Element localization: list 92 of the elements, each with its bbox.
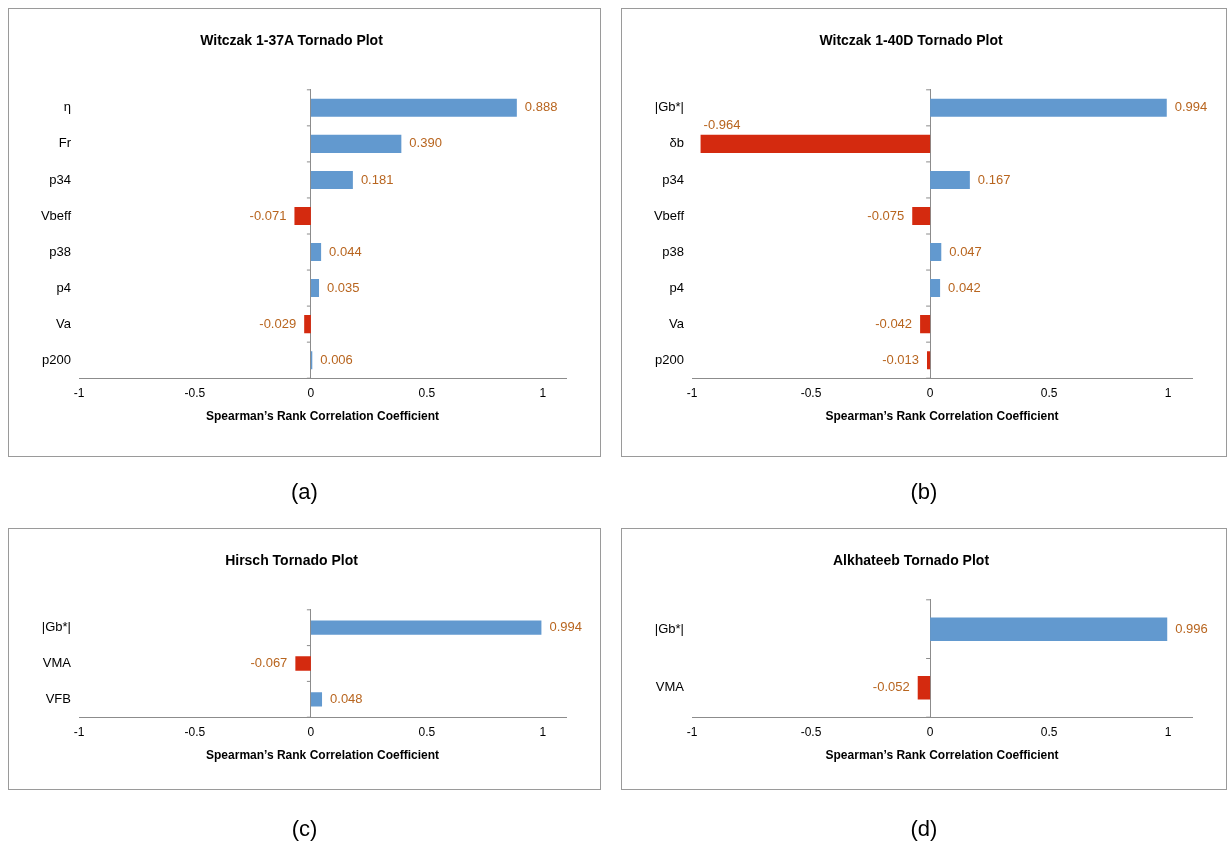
data-label: 0.167	[977, 171, 1011, 187]
y-tick-label: p4	[56, 279, 71, 295]
x-tick-label: -1	[73, 724, 85, 739]
chart-title: Witczak 1-40D Tornado Plot	[819, 32, 1003, 49]
x-tick-label: 1	[539, 385, 547, 400]
x-tick-label: -1	[686, 724, 698, 739]
bar	[930, 98, 1167, 117]
x-tick-label: 0	[926, 724, 934, 739]
x-tick-label: 0.5	[1040, 724, 1058, 739]
y-tick-label: VFB	[45, 690, 71, 706]
x-tick-label: -0.5	[184, 385, 206, 400]
text: (d)	[909, 816, 939, 842]
bar	[295, 656, 311, 671]
data-label: 0.035	[327, 279, 360, 295]
bar	[310, 620, 542, 635]
bar	[294, 206, 311, 225]
x-axis-title: Spearman’s Rank Correlation Coefficient	[206, 409, 439, 424]
x-tick-label: -1	[686, 385, 698, 400]
x-tick-label: 1	[1164, 385, 1172, 400]
y-tick-label: VMA	[655, 679, 685, 695]
bar	[310, 170, 353, 189]
y-tick-label: p38	[49, 243, 71, 259]
text: (b)	[909, 479, 939, 505]
bar	[930, 243, 942, 262]
data-label: -0.042	[875, 315, 913, 331]
bar	[912, 206, 931, 225]
bar	[304, 315, 311, 334]
data-label: 0.181	[360, 171, 394, 187]
x-axis-title: Spearman’s Rank Correlation Coefficient	[825, 409, 1059, 424]
x-tick-label: 0.5	[1040, 385, 1058, 400]
data-label: -0.075	[867, 207, 905, 223]
data-label: 0.996	[1175, 620, 1208, 636]
y-tick-label: δb	[669, 135, 684, 151]
data-label: -0.013	[882, 351, 919, 367]
x-tick-label: 0	[307, 385, 315, 400]
x-tick-label: -1	[73, 385, 85, 400]
x-tick-label: 1	[1164, 724, 1172, 739]
y-tick-label: Fr	[58, 135, 72, 151]
y-tick-label: p34	[662, 171, 684, 187]
data-label: -0.029	[259, 315, 297, 331]
bar	[930, 170, 970, 189]
data-label: -0.071	[249, 207, 287, 223]
data-label: -0.052	[872, 679, 910, 695]
bar	[310, 243, 322, 262]
y-tick-label: p34	[49, 171, 71, 187]
data-label: 0.994	[1174, 99, 1208, 115]
bar	[920, 315, 931, 334]
data-label: 0.042	[948, 279, 981, 295]
chart-title: Hirsch Tornado Plot	[225, 552, 359, 569]
y-tick-label: Vbeff	[653, 207, 685, 223]
x-axis-title: Spearman’s Rank Correlation Coefficient	[825, 748, 1059, 763]
y-tick-label: VMA	[42, 655, 72, 671]
bar	[310, 279, 320, 298]
x-tick-label: 0	[307, 724, 315, 739]
data-label: 0.888	[524, 99, 558, 115]
bar	[930, 279, 941, 298]
data-label: 0.994	[549, 619, 582, 635]
y-tick-label: p38	[662, 243, 684, 259]
data-label: 0.047	[949, 243, 982, 259]
y-tick-label: η	[63, 99, 71, 115]
y-tick-label: |Gb*|	[654, 99, 684, 115]
text: (c)	[290, 816, 319, 842]
y-tick-label: Va	[669, 315, 685, 331]
text: (a)	[290, 479, 319, 505]
x-tick-label: 0.5	[418, 385, 436, 400]
data-label: -0.964	[703, 117, 741, 133]
x-tick-label: -0.5	[184, 724, 206, 739]
x-tick-label: -0.5	[800, 385, 822, 400]
chart-title: Witczak 1-37A Tornado Plot	[200, 32, 384, 49]
bar	[927, 351, 931, 370]
data-label: 0.044	[329, 243, 362, 259]
x-tick-label: 1	[539, 724, 547, 739]
y-tick-label: |Gb*|	[41, 619, 71, 635]
x-tick-label: -0.5	[800, 724, 822, 739]
data-label: -0.067	[250, 655, 288, 671]
x-axis-title: Spearman’s Rank Correlation Coefficient	[206, 748, 439, 763]
x-tick-label: 0	[926, 385, 934, 400]
data-label: 0.006	[320, 351, 353, 367]
bar	[700, 134, 931, 153]
chart-title: Alkhateeb Tornado Plot	[832, 552, 990, 569]
x-tick-label: 0.5	[418, 724, 436, 739]
y-tick-label: |Gb*|	[654, 620, 684, 636]
y-tick-label: Vbeff	[40, 207, 72, 223]
y-tick-label: p200	[42, 351, 71, 367]
y-tick-label: Va	[56, 315, 72, 331]
data-label: 0.390	[409, 135, 442, 151]
bar	[310, 98, 517, 117]
bar	[310, 134, 402, 153]
y-tick-label: p200	[655, 351, 684, 367]
bar	[310, 692, 323, 707]
y-tick-label: p4	[669, 279, 684, 295]
data-label: 0.048	[330, 690, 363, 706]
